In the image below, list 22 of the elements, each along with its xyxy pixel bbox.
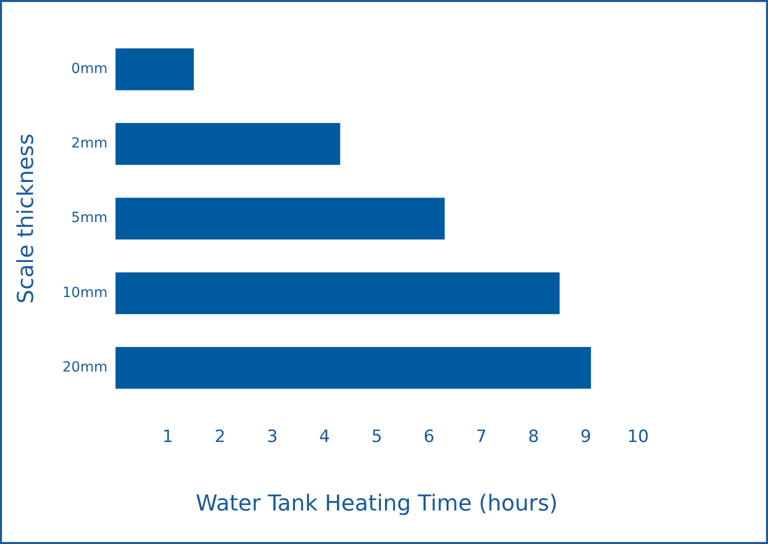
- x-tick-label: 7: [476, 426, 487, 447]
- bar: [115, 123, 340, 165]
- y-tick-label: 20mm: [62, 360, 108, 376]
- x-tick-label: 1: [162, 426, 174, 447]
- x-tick-label: 6: [424, 426, 434, 447]
- y-axis-title: Scale thickness: [14, 134, 39, 304]
- y-tick-label: 2mm: [71, 136, 108, 152]
- x-tick-label: 9: [580, 426, 592, 447]
- bar: [115, 346, 591, 389]
- y-tick-label: 0mm: [71, 60, 108, 77]
- x-tick-label: 4: [319, 426, 330, 447]
- bar: [115, 272, 560, 314]
- y-tick-label: 5mm: [71, 210, 108, 226]
- x-tick-label: 10: [627, 426, 649, 447]
- x-tick-label: 5: [371, 426, 382, 447]
- x-axis-title: Water Tank Heating Time (hours): [196, 492, 558, 517]
- x-tick-label: 3: [266, 426, 278, 447]
- bar: [115, 198, 445, 240]
- x-tick-label: 2: [214, 426, 226, 447]
- x-tick-label: 8: [528, 426, 539, 447]
- bar: [115, 48, 194, 90]
- y-tick-label: 10mm: [62, 284, 108, 301]
